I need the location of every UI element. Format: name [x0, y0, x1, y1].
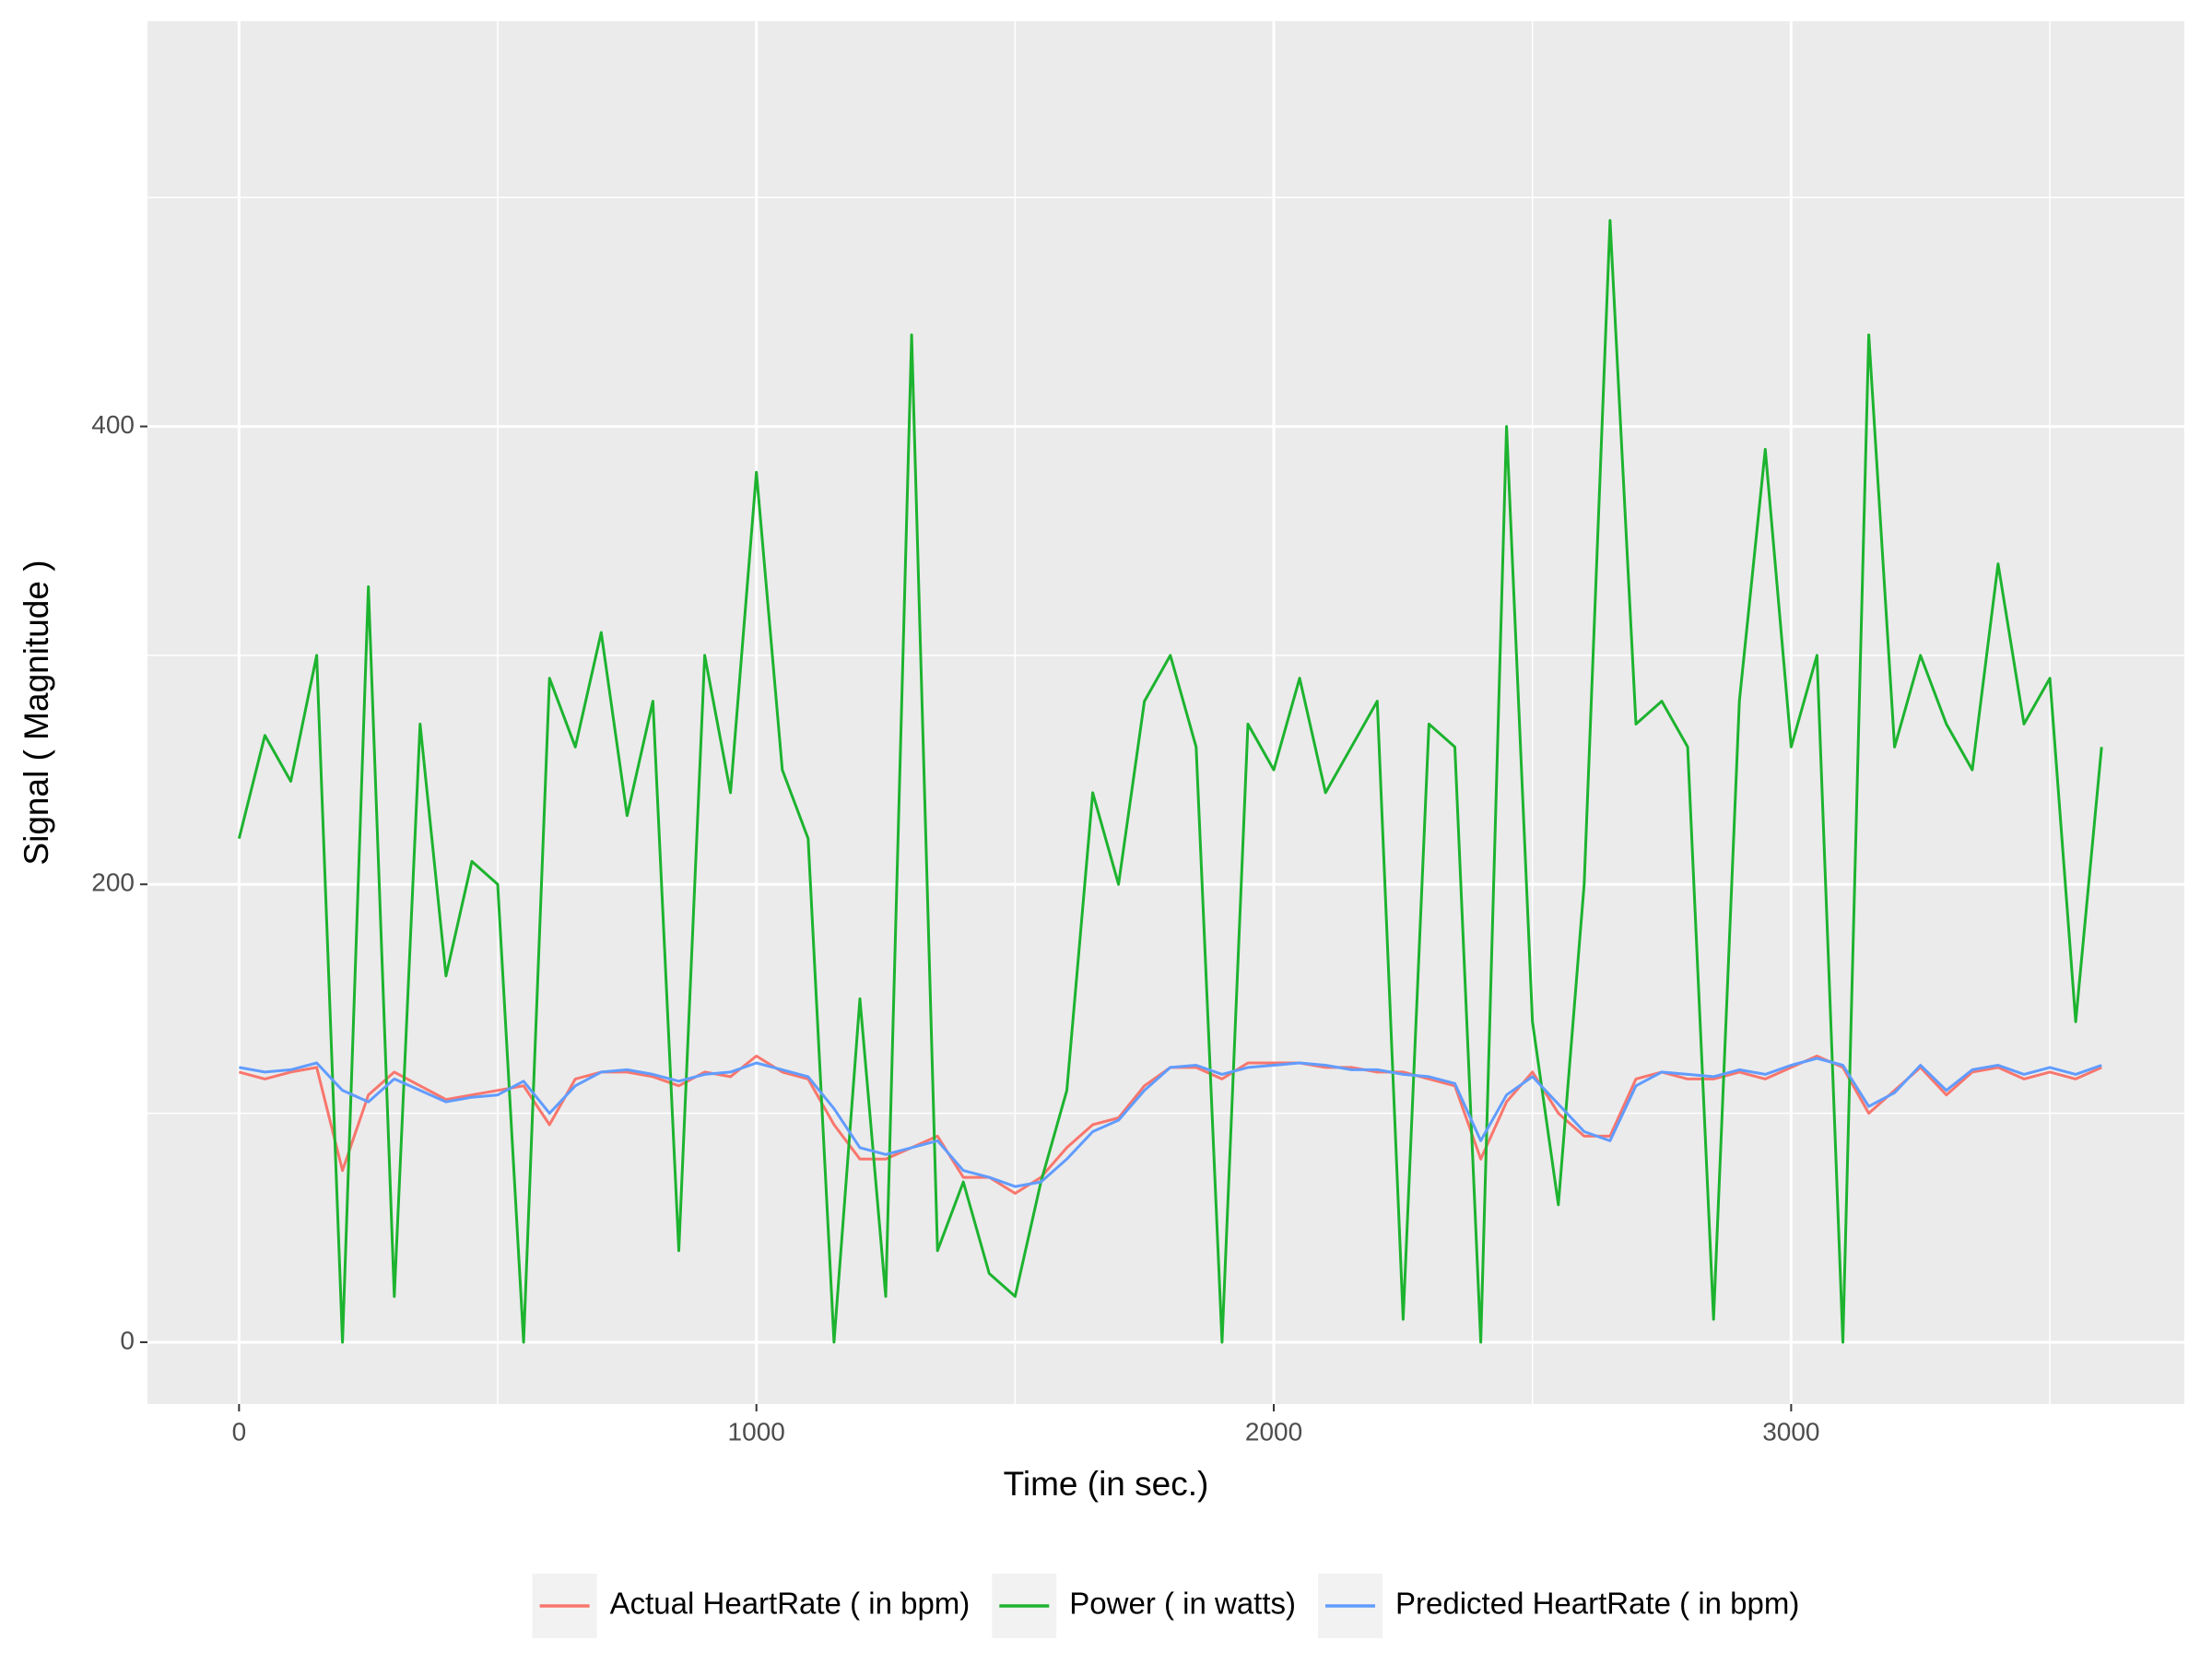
y-axis-title: Signal ( Magnitude )	[18, 560, 55, 865]
x-tick-label: 2000	[1245, 1417, 1302, 1446]
series-line	[239, 1056, 2102, 1188]
legend-label: Actual HeartRate ( in bpm)	[610, 1587, 971, 1621]
legend-label: Predicted HeartRate ( in bpm)	[1395, 1587, 1799, 1621]
x-tick-label: 3000	[1762, 1417, 1819, 1446]
panel	[147, 21, 2184, 1404]
legend-label: Power ( in watts)	[1069, 1587, 1296, 1621]
y-tick-label: 200	[91, 868, 135, 897]
y-tick-label: 0	[120, 1326, 135, 1354]
series-line	[237, 218, 2103, 1344]
x-tick-label: 0	[232, 1417, 247, 1446]
x-axis-title: Time (in sec.)	[1004, 1465, 1209, 1503]
legend: Actual HeartRate ( in bpm) Power ( in wat…	[532, 1574, 1799, 1638]
x-tick-label: 1000	[728, 1417, 785, 1446]
y-tick-label: 400	[91, 410, 135, 439]
